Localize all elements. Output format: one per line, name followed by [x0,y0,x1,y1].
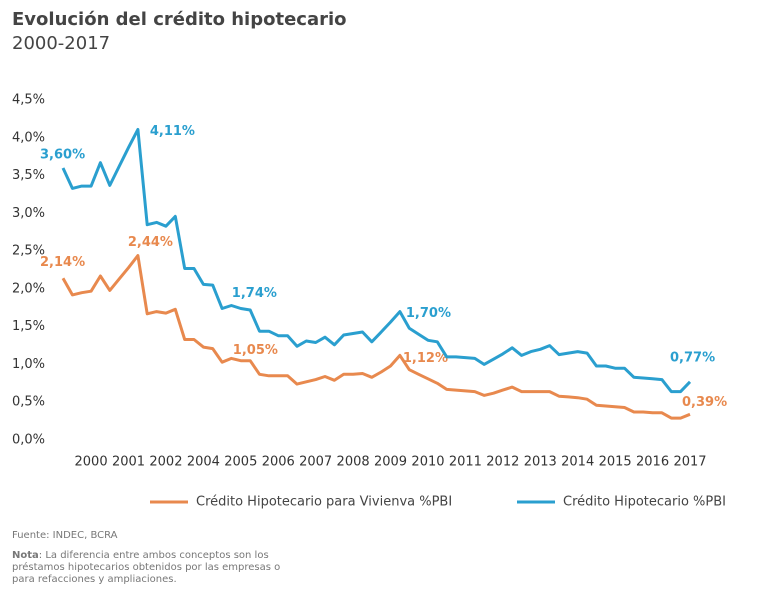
x-tick-label: 2010 [411,455,444,470]
x-tick-label: 2012 [486,455,519,470]
data-label: 0,77% [670,350,715,365]
series-line [61,254,691,420]
x-tick-label: 2001 [112,455,145,470]
x-tick-label: 2013 [524,455,557,470]
y-tick-label: 0,5% [12,395,45,410]
y-tick-label: 2,0% [12,281,45,296]
note: Nota: La diferencia entre ambos concepto… [12,550,269,561]
y-tick-label: 1,5% [12,319,45,334]
x-tick-label: 2008 [337,455,370,470]
data-label: 1,12% [403,351,448,366]
x-tick-label: 2000 [75,455,108,470]
legend-label: Crédito Hipotecario para Vivienva %PBI [196,495,452,510]
chart-title: Evolución del crédito hipotecario [12,9,347,30]
x-tick-label: 2014 [561,455,594,470]
y-tick-label: 3,0% [12,206,45,221]
x-tick-label: 2015 [599,455,632,470]
x-tick-label: 2011 [449,455,482,470]
x-tick-label: 2004 [187,455,220,470]
data-label: 2,14% [40,255,85,270]
x-tick-label: 2006 [262,455,295,470]
data-label: 3,60% [40,148,85,163]
x-tick-label: 2016 [636,455,669,470]
note-label: Nota [12,550,39,561]
data-label: 1,05% [233,343,278,358]
x-tick-label: 2002 [149,455,182,470]
data-label: 4,11% [150,124,195,139]
y-tick-label: 4,0% [12,130,45,145]
x-tick-label: 2017 [673,455,706,470]
x-tick-label: 2007 [299,455,332,470]
y-tick-label: 1,0% [12,357,45,372]
legend-label: Crédito Hipotecario %PBI [563,495,726,510]
note-line: préstamos hipotecarios obtenidos por las… [12,561,280,573]
note-line: para refacciones y ampliaciones. [12,574,177,585]
x-tick-label: 2009 [374,455,407,470]
y-tick-label: 0,0% [12,433,45,448]
source: Fuente: INDEC, BCRA [12,530,118,541]
chart-subtitle: 2000-2017 [12,33,110,54]
data-label: 1,74% [232,286,277,301]
y-tick-label: 3,5% [12,168,45,183]
data-label: 1,70% [406,306,451,321]
y-tick-label: 2,5% [12,244,45,259]
data-label: 0,39% [682,395,727,410]
data-label: 2,44% [128,235,173,250]
note-line: : La diferencia entre ambos conceptos so… [39,550,269,561]
x-tick-label: 2005 [224,455,257,470]
series-line [61,128,692,394]
y-tick-label: 4,5% [12,93,45,108]
